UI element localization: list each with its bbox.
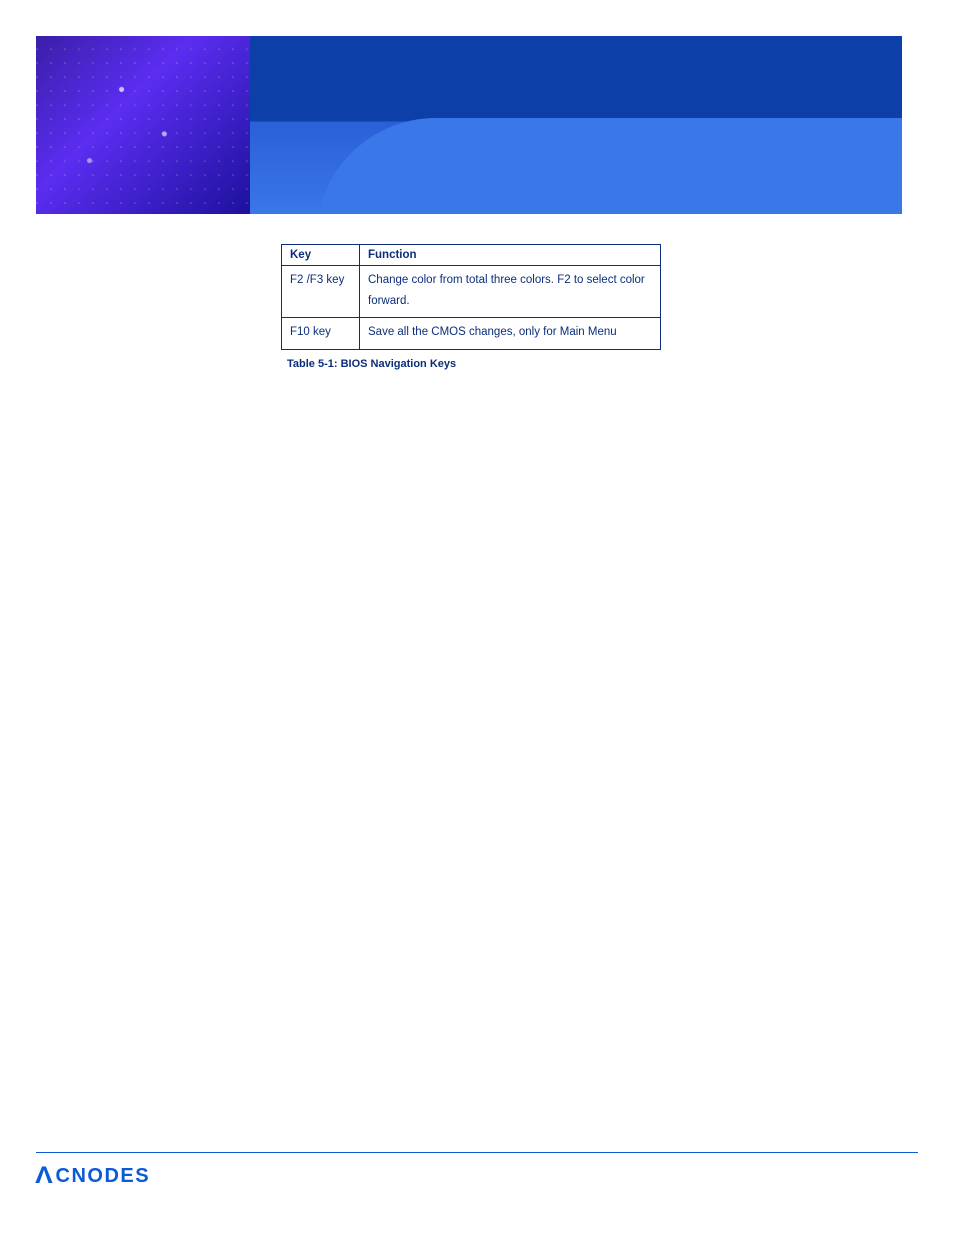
- logo-mark-icon: Λ: [35, 1162, 54, 1190]
- cell-key: F10 key: [282, 318, 360, 350]
- header-banner: [36, 36, 902, 214]
- page: Key Function F2 /F3 key Change color fro…: [0, 0, 954, 1235]
- table-row: F10 key Save all the CMOS changes, only …: [282, 318, 661, 350]
- col-header-function: Function: [360, 245, 661, 266]
- banner-curve: [316, 118, 902, 214]
- cell-function: Save all the CMOS changes, only for Main…: [360, 318, 661, 350]
- cell-key: F2 /F3 key: [282, 266, 360, 318]
- cell-function: Change color from total three colors. F2…: [360, 266, 661, 318]
- brand-logo: ΛCNODES: [36, 1163, 150, 1189]
- main-content: Key Function F2 /F3 key Change color fro…: [281, 244, 661, 370]
- table-header-row: Key Function: [282, 245, 661, 266]
- table-caption: Table 5-1: BIOS Navigation Keys: [281, 358, 661, 370]
- logo-text: CNODES: [56, 1165, 151, 1188]
- bios-nav-keys-table: Key Function F2 /F3 key Change color fro…: [281, 244, 661, 350]
- pcb-decor-image: [36, 36, 250, 214]
- table-row: F2 /F3 key Change color from total three…: [282, 266, 661, 318]
- footer-divider: [36, 1152, 918, 1153]
- col-header-key: Key: [282, 245, 360, 266]
